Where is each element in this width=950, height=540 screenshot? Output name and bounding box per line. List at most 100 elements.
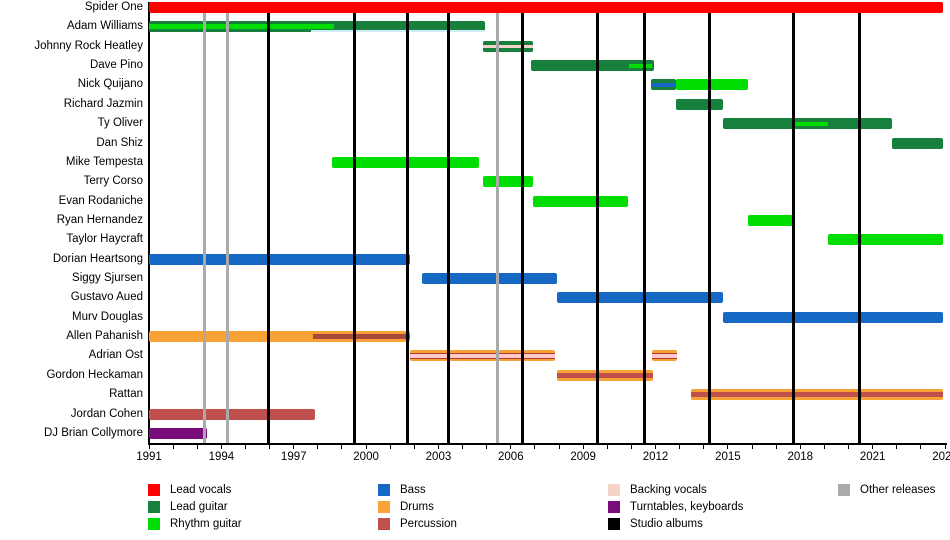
axis-tick [293,445,295,449]
axis-tick-label: 2006 [498,451,524,463]
studio-album-line [266,13,270,443]
axis-tick-label: 1991 [136,451,162,463]
member-label: Dorian Heartsong [52,252,143,265]
other-release-line [202,13,206,443]
timeline-bar-lead_guitar [483,40,533,52]
member-label: Terry Corso [83,175,143,188]
axis-tick [630,445,632,449]
studio-album-line [596,13,600,443]
studio-album-line [446,13,450,443]
axis-tick [751,445,753,449]
member-label: Gustavo Aued [70,291,143,304]
timeline-bar-lead_guitar [676,98,724,110]
timeline-bar-lead_guitar [149,21,486,33]
timeline-bar-percussion [149,408,316,420]
legend-label-backing_vocals: Backing vocals [630,484,707,496]
timeline-bar-bass [149,253,410,265]
axis-tick-label: 2003 [425,451,452,463]
timeline-bar-rhythm_guitar [676,79,749,91]
axis-line [148,443,947,445]
legend-label-bass: Bass [400,484,426,496]
bar-core-backing_vocals [483,44,533,48]
legend-label-percussion: Percussion [400,518,457,530]
legend-swatch-percussion [378,518,390,530]
legend-swatch-rhythm_guitar [148,518,160,530]
axis-tick-label: 2000 [353,451,379,463]
axis-tick [896,445,898,449]
axis-tick [703,445,705,449]
member-label: Murv Douglas [72,310,143,323]
timeline-bar-drums [149,331,410,343]
member-label: Jordan Cohen [70,407,143,420]
axis-tick [437,445,439,449]
bar-core-backing_vocals [409,352,556,359]
axis-tick [944,445,946,449]
member-label: DJ Brian Collymore [43,426,143,439]
timeline-bar-bass [556,292,724,304]
studio-album-line [643,13,647,443]
member-label: Dan Shiz [96,136,143,149]
legend-label-lead_vocals: Lead vocals [170,484,232,496]
axis-tick-label: 2018 [787,451,814,463]
studio-album-line [521,13,525,443]
legend-swatch-lead_guitar [148,501,160,513]
bar-core-rhythm_guitar [795,121,828,126]
member-label: Siggy Sjursen [72,272,143,285]
axis-tick [269,445,271,449]
timeline-bar-lead_vocals [149,2,943,13]
axis-tick [872,445,874,449]
axis-tick-label: 2021 [859,451,886,463]
member-label: Johnny Rock Heatley [34,39,143,52]
axis-tick-label: 2009 [570,451,596,463]
axis-tick [148,445,150,449]
member-label: Adrian Ost [88,349,143,362]
legend-label-turntables_keyboards: Turntables, keyboards [630,501,744,513]
timeline-bar-drums [651,350,678,362]
axis-tick [510,445,512,449]
legend-swatch-bass [378,484,390,496]
member-label: Gordon Heckaman [46,368,143,381]
legend-swatch-other_releases [838,484,850,496]
timeline-bar-bass [723,311,943,323]
member-label: Nick Quijano [77,78,143,91]
axis-tick [823,445,825,449]
axis-tick [655,445,657,449]
member-label: Ryan Hernandez [56,213,143,226]
legend-swatch-backing_vocals [608,484,620,496]
legend-swatch-turntables_keyboards [608,501,620,513]
other-release-line [225,13,229,443]
member-label: Evan Rodaniche [58,194,143,207]
axis-tick [848,445,849,449]
member-label: Mike Tempesta [65,155,143,168]
studio-album-line [352,13,356,443]
bar-core-rhythm_guitar [629,63,652,68]
legend-label-rhythm_guitar: Rhythm guitar [170,518,242,530]
bar-core-percussion [690,392,943,398]
axis-tick [172,445,174,449]
axis-tick [775,445,777,449]
bar-core-percussion [556,372,654,378]
axis-tick [799,445,801,449]
legend-swatch-lead_vocals [148,484,160,496]
member-label: Taylor Haycraft [66,233,143,246]
legend-swatch-studio_albums [608,518,620,530]
plot-left-border [148,2,150,443]
axis-tick [534,445,536,449]
bar-core-percussion [313,334,410,340]
timeline-bar-drums [690,389,943,401]
member-label: Allen Pahanish [66,330,143,343]
member-label: Spider One [84,1,143,13]
axis-tick [196,445,198,449]
axis-tick [244,445,246,449]
member-label: Rattan [109,388,143,401]
axis-tick-label: 1994 [208,451,235,463]
axis-tick-label: 2015 [715,451,741,463]
axis-tick [220,445,222,449]
timeline-bar-drums [556,369,654,381]
axis-tick [606,445,608,449]
legend-label-lead_guitar: Lead guitar [170,501,228,513]
